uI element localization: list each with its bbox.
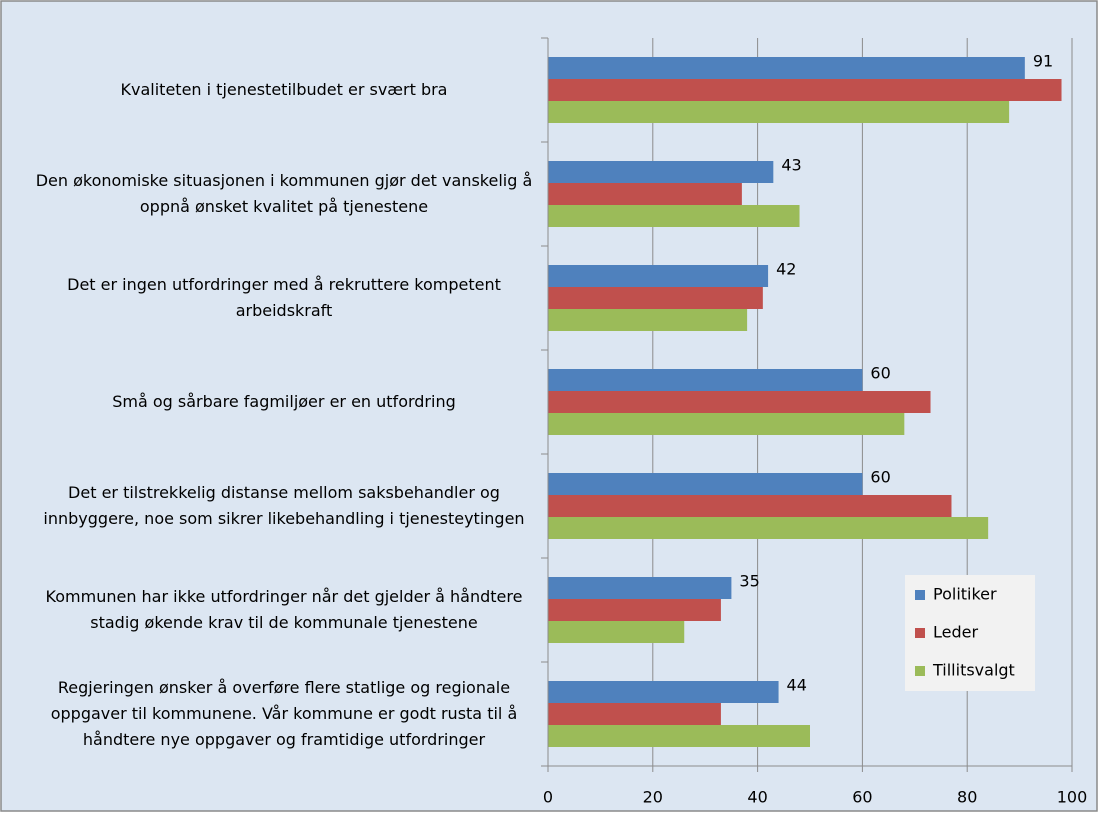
y-tick-label: Det er ingen utfordringer med å rekrutte… xyxy=(67,275,501,320)
bar xyxy=(548,621,685,643)
data-label: 60 xyxy=(870,364,890,383)
x-tick-label: 80 xyxy=(957,788,977,807)
y-tick-label: Små og sårbare fagmiljøer er en utfordri… xyxy=(112,392,456,411)
bar xyxy=(548,287,763,309)
bar xyxy=(548,183,742,205)
legend-swatch xyxy=(915,590,925,600)
data-label: 42 xyxy=(776,260,796,279)
y-tick-label: Den økonomiske situasjonen i kommunen gj… xyxy=(35,171,533,216)
legend-label: Leder xyxy=(933,623,978,642)
y-tick-label: Det er tilstrekkelig distanse mellom sak… xyxy=(43,483,525,528)
y-tick-label: Regjeringen ønsker å overføre flere stat… xyxy=(50,678,518,749)
data-label: 60 xyxy=(870,468,890,487)
bar xyxy=(548,413,905,435)
bar xyxy=(548,495,952,517)
bar xyxy=(548,369,863,391)
data-label: 91 xyxy=(1033,52,1053,71)
data-label: 43 xyxy=(781,156,801,175)
bar xyxy=(548,79,1062,101)
bar xyxy=(548,205,800,227)
bar xyxy=(548,101,1010,123)
y-tick-label: Kvaliteten i tjenestetilbudet er svært b… xyxy=(120,80,448,99)
bar xyxy=(548,265,769,287)
data-label: 35 xyxy=(739,572,759,591)
bar xyxy=(548,161,774,183)
data-label: 44 xyxy=(787,676,807,695)
legend-box xyxy=(905,575,1035,691)
legend-label: Politiker xyxy=(933,585,997,604)
legend-swatch xyxy=(915,628,925,638)
x-tick-label: 60 xyxy=(852,788,872,807)
legend-swatch xyxy=(915,666,925,676)
bar xyxy=(548,391,931,413)
bar xyxy=(548,577,732,599)
x-tick-label: 40 xyxy=(747,788,767,807)
bar xyxy=(548,681,779,703)
x-tick-label: 0 xyxy=(543,788,553,807)
x-tick-label: 100 xyxy=(1057,788,1088,807)
x-tick-label: 20 xyxy=(643,788,663,807)
legend-label: Tillitsvalgt xyxy=(932,661,1015,680)
y-tick-label: Kommunen har ikke utfordringer når det g… xyxy=(45,587,523,632)
bar xyxy=(548,473,863,495)
bar xyxy=(548,517,989,539)
bar xyxy=(548,309,748,331)
bar xyxy=(548,599,721,621)
bar xyxy=(548,725,810,747)
bar xyxy=(548,57,1025,79)
bar xyxy=(548,703,721,725)
